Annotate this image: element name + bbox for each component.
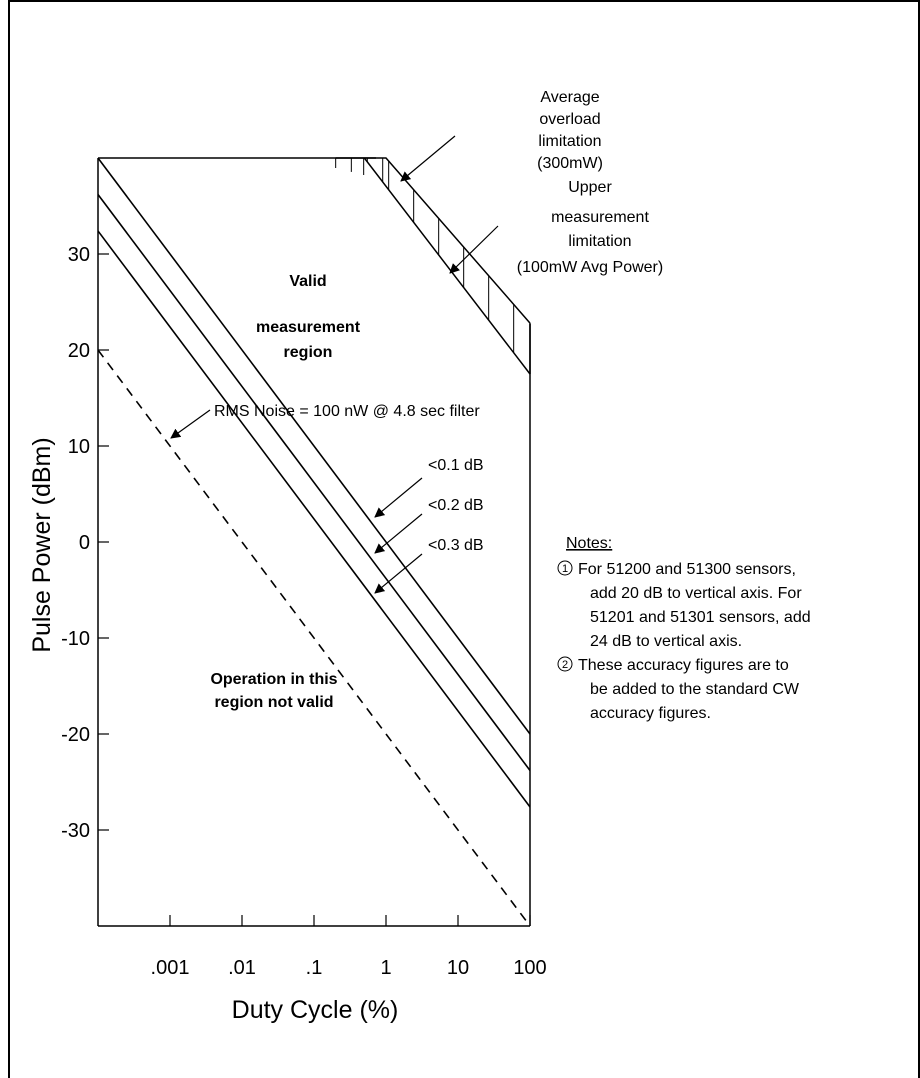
note-2-line-1: These accuracy figures are to [578,657,789,674]
valid-region-line-2: measurement [256,319,361,336]
avg-overload-line-2: overload [539,111,600,128]
note-2: 2 These accuracy figures are to be added… [557,656,800,722]
upper-meas-line-2: measurement [551,209,649,226]
avg-overload-line-4: (300mW) [537,155,603,172]
upper-meas-line-1: Upper [568,179,612,196]
note-2-line-3: accuracy figures. [590,705,711,722]
x-tick-label: 100 [513,957,546,979]
note-1-line-3: 51201 and 51301 sensors, add [590,609,811,626]
valid-region-line-3: region [284,344,333,361]
x-tick-label: .01 [228,957,256,979]
note-1-line-4: 24 dB to vertical axis. [590,633,742,650]
limit-region [335,157,531,375]
x-tick-label: .001 [151,957,190,979]
avg-overload-line-1: Average [540,89,599,106]
x-tick-label: 1 [380,957,391,979]
x-tick-label: .1 [306,957,323,979]
y-tick-label: -20 [61,724,90,746]
upper-meas-line-4: (100mW Avg Power) [517,259,663,276]
series-line-2 [98,193,530,771]
acc-01-label: <0.1 dB [428,457,484,474]
rms-noise-label: RMS Noise = 100 nW @ 4.8 sec filter [214,403,480,420]
note-2-line-2: be added to the standard CW [590,681,800,698]
series-line-4 [98,349,530,926]
avg-overload-line-3: limitation [538,133,601,150]
upper-meas-line-3: limitation [568,233,631,250]
x-tick-label: 10 [447,957,469,979]
y-axis-title: Pulse Power (dBm) [28,437,56,652]
avg-overload-arrow [400,135,456,182]
invalid-region-line-2: region not valid [214,694,333,711]
y-tick-label: 20 [68,340,90,362]
acc-02-arrow [374,513,423,554]
note-1-line-1: For 51200 and 51300 sensors, [578,561,796,578]
series-line-1 [98,158,530,735]
chart-frame [8,0,920,1078]
acc-03-arrow [374,553,423,594]
note-1: 1 For 51200 and 51300 sensors, add 20 dB… [557,560,811,650]
note-1-marker: 1 [562,563,568,575]
y-tick-label: -10 [61,628,90,650]
series-line-3 [98,230,530,808]
note-2-marker: 2 [562,659,568,671]
notes-heading: Notes: [566,535,612,552]
avg-overload-limit-line [335,157,531,324]
acc-01-arrow [374,477,423,518]
acc-03-label: <0.3 dB [428,537,484,554]
invalid-region-line-1: Operation in this [210,671,337,688]
x-axis-title: Duty Cycle (%) [232,996,399,1024]
y-tick-label: -30 [61,820,90,842]
upper-meas-arrow [449,225,499,274]
note-2-marker-circle [557,656,573,672]
valid-region-line-1: Valid [289,273,326,290]
note-1-line-2: add 20 dB to vertical axis. For [590,585,802,602]
y-tick-label: 10 [68,436,90,458]
y-tick-label: 0 [79,532,90,554]
upper-measurement-limit-line [363,157,531,375]
rms-noise-arrow [170,409,211,439]
acc-02-label: <0.2 dB [428,497,484,514]
note-1-marker-circle [557,560,573,576]
y-tick-label: 30 [68,244,90,266]
